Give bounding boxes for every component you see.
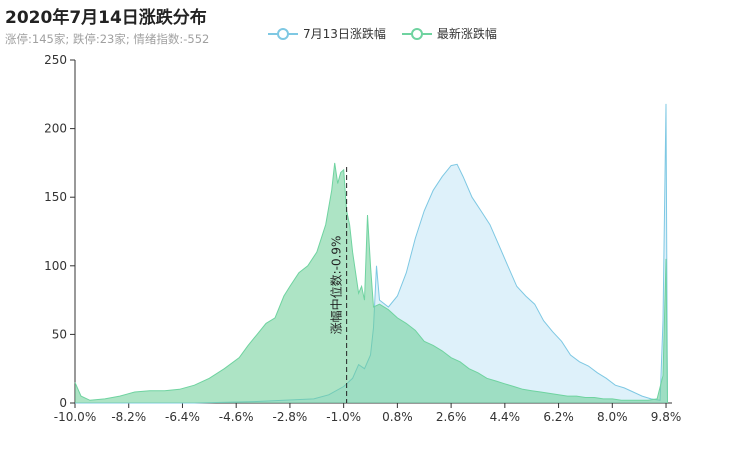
y-tick-label-5: 250: [44, 53, 67, 67]
x-tick-label-10: 8.0%: [597, 410, 628, 424]
x-tick-label-6: 0.8%: [382, 410, 413, 424]
chart-subtitle: 涨停:145家; 跌停:23家; 情绪指数:-552: [5, 32, 210, 46]
median-label: 涨幅中位数:-0.9%: [329, 236, 344, 335]
y-tick-label-2: 100: [44, 259, 67, 273]
x-tick-label-7: 2.6%: [436, 410, 467, 424]
y-tick-label-4: 200: [44, 122, 67, 136]
x-tick-label-3: -4.6%: [219, 410, 254, 424]
legend-item-series-1[interactable]: 最新涨跌幅: [401, 25, 497, 42]
legend-marker-series-1: [401, 27, 432, 40]
x-tick-label-2: -6.4%: [165, 410, 200, 424]
y-tick-label-0: 0: [59, 396, 67, 410]
legend-label-series-0: 7月13日涨跌幅: [303, 27, 386, 41]
x-tick-label-4: -2.8%: [273, 410, 308, 424]
x-tick-label-11: 9.8%: [651, 410, 682, 424]
x-tick-label-5: -1.0%: [326, 410, 361, 424]
series-line-1: [74, 162, 668, 404]
legend-item-series-0[interactable]: 7月13日涨跌幅: [268, 25, 386, 42]
legend-marker-series-0: [268, 27, 298, 40]
x-tick-label-1: -8.2%: [111, 410, 146, 424]
x-tick-label-9: 6.2%: [543, 410, 574, 424]
y-tick-label-3: 150: [44, 190, 67, 204]
x-tick-label-0: -10.0%: [54, 410, 96, 424]
legend-label-series-1: 最新涨跌幅: [436, 27, 497, 41]
chart-title: 2020年7月14日涨跌分布: [5, 8, 207, 28]
series-area-0: [75, 103, 668, 404]
x-tick-label-8: 4.4%: [490, 410, 521, 424]
chart-legend: 7月13日涨跌幅 最新涨跌幅: [268, 25, 513, 42]
y-tick-label-1: 50: [52, 327, 67, 341]
